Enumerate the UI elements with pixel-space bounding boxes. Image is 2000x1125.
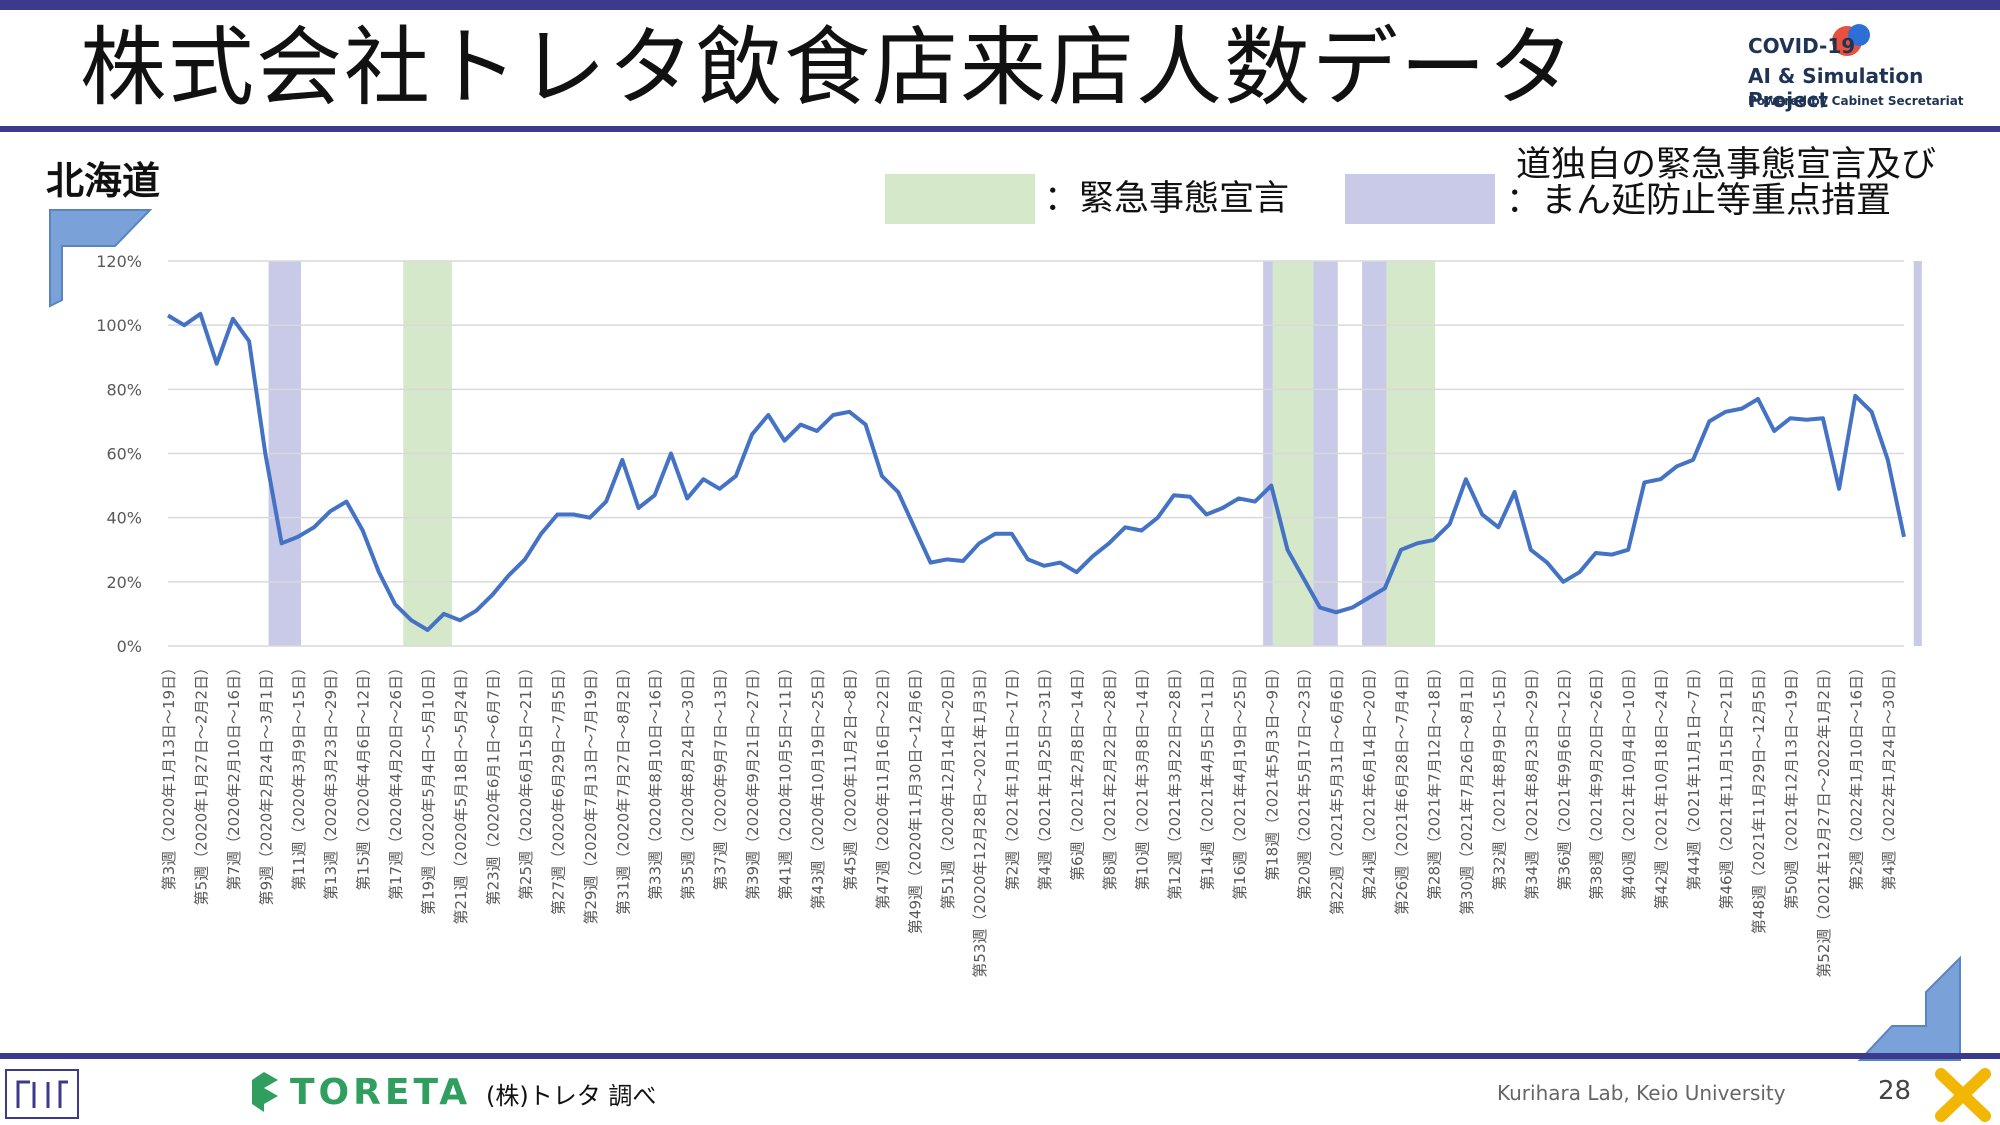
toreta-logo: TORETA	[246, 1068, 467, 1118]
covid-project-logo: COVID-19 AI & Simulation Project Powered…	[1748, 24, 1988, 116]
legend-emergency-swatch	[885, 174, 1035, 224]
x-tick-label: 第16週（2021年4月19日～25日）	[1231, 660, 1249, 900]
x-tick-label: 第46週（2021年11月15日～21日）	[1718, 660, 1736, 910]
x-tick-label: 第50週（2021年12月13日～19日）	[1782, 660, 1800, 910]
x-tick-label: 第27週（2020年6月29日～7月5日）	[549, 660, 567, 915]
x-tick-label: 第5週（2020年1月27日～2月2日）	[192, 660, 210, 905]
x-tick-label: 第47週（2020年11月16日～22日）	[874, 660, 892, 910]
x-tick-label: 第44週（2021年11月1日～7日）	[1685, 660, 1703, 890]
y-tick-label: 120%	[96, 252, 142, 271]
y-axis-labels: 0% 20% 40% 60% 80% 100% 120%	[96, 252, 142, 656]
x-tick-label: 第41週（2020年10月5日～11日）	[777, 660, 795, 900]
x-tick-label: 第25週（2020年6月15日～21日）	[517, 660, 535, 900]
legend-emergency-label: ：緊急事態宣言	[1044, 179, 1290, 219]
x-tick-label: 第2週（2021年1月11日～17日）	[1004, 660, 1022, 890]
legend-priority-line1: 道独自の緊急事態宣言及び	[1516, 145, 1937, 185]
title-divider	[0, 126, 2000, 132]
x-tick-label: 第48週（2021年11月29日～12月5日）	[1750, 660, 1768, 934]
x-tick-label: 第37週（2020年9月7日～13日）	[712, 660, 730, 890]
x-tick-label: 第3週（2020年1月13日～19日）	[160, 660, 178, 890]
x-tick-label: 第53週（2020年12月28日～2021年1月3日）	[971, 660, 989, 978]
x-tick-label: 第39週（2020年9月21日～27日）	[744, 660, 762, 900]
x-tick-label: 第28週（2021年7月12日～18日）	[1425, 660, 1443, 900]
x-tick-label: 第22週（2021年5月31日～6月6日）	[1328, 660, 1346, 915]
legend-priority-swatch	[1345, 174, 1495, 224]
gridlines	[168, 260, 1904, 647]
logo-blue-dot-icon	[1848, 24, 1870, 46]
x-tick-label: 第42週（2021年10月18日～24日）	[1653, 660, 1671, 910]
priority-period-7	[1913, 261, 1922, 646]
footer-divider	[0, 1053, 2000, 1059]
university-seal-icon	[5, 1069, 79, 1119]
source-note: (株)トレタ 調べ	[486, 1082, 657, 1110]
corner-arrow-top-left-icon	[49, 209, 153, 308]
x-tick-label: 第40週（2021年10月4日～10日）	[1620, 660, 1638, 900]
page-title: 株式会社トレタ飲食店来店人数データ	[80, 18, 1576, 118]
y-tick-label: 0%	[117, 637, 142, 656]
x-tick-label: 第4週（2022年1月24日～30日）	[1880, 660, 1898, 890]
x-tick-label: 第14週（2021年4月5日～11日）	[1198, 660, 1216, 890]
page-number: 28	[1878, 1076, 1912, 1106]
x-tick-label: 第11週（2020年3月9日～15日）	[290, 660, 308, 890]
lab-name: Kurihara Lab, Keio University	[1497, 1081, 1786, 1105]
x-tick-label: 第4週（2021年1月25日～31日）	[1036, 660, 1054, 890]
x-tick-label: 第23週（2020年6月1日～6月7日）	[484, 660, 502, 905]
x-tick-label: 第31週（2020年7月27日～8月2日）	[614, 660, 632, 915]
x-tick-label: 第6週（2021年2月8日～14日）	[1069, 660, 1087, 881]
x-tick-label: 第29週（2020年7月13日～7月19日）	[582, 660, 600, 925]
x-tick-label: 第12週（2021年3月22日～28日）	[1166, 660, 1184, 900]
y-tick-label: 100%	[96, 316, 142, 335]
x-tick-label: 第43週（2020年10月19日～25日）	[809, 660, 827, 910]
x-axis-labels: 第3週（2020年1月13日～19日） 第5週（2020年1月27日～2月2日） 第…	[160, 660, 1898, 978]
legend-priority-line2: ：まん延防止等重点措置	[1506, 181, 1892, 221]
y-tick-label: 80%	[106, 380, 142, 399]
region-label: 北海道	[46, 159, 161, 203]
x-tick-label: 第30週（2021年7月26日～8月1日）	[1458, 660, 1476, 915]
x-tick-label: 第19週（2020年5月4日～5月10日）	[420, 660, 438, 915]
top-accent-bar	[0, 0, 2000, 10]
project-logo-line2: AI & Simulation Project	[1748, 64, 1924, 112]
x-tick-label: 第20週（2021年5月17日～23日）	[1296, 660, 1314, 900]
x-tick-label: 第33週（2020年8月10日～16日）	[647, 660, 665, 900]
x-tick-label: 第24週（2021年6月14日～20日）	[1361, 660, 1379, 900]
project-logo-line3: Powered by Cabinet Secretariat	[1748, 94, 1964, 108]
x-tick-label: 第51週（2020年12月14日～20日）	[939, 660, 957, 910]
x-tick-label: 第8週（2021年2月22日～28日）	[1101, 660, 1119, 890]
x-logo-icon	[1935, 1068, 1991, 1122]
y-tick-label: 40%	[106, 509, 142, 528]
x-tick-label: 第13週（2020年3月23日～29日）	[322, 660, 340, 900]
y-tick-label: 60%	[106, 445, 142, 464]
x-tick-label: 第9週（2020年2月24日～3月1日）	[257, 660, 275, 905]
x-tick-label: 第38週（2021年9月20日～26日）	[1588, 660, 1606, 900]
x-tick-label: 第49週（2020年11月30日～12月6日）	[906, 660, 924, 934]
x-tick-label: 第10週（2021年3月8日～14日）	[1133, 660, 1151, 890]
series-line	[166, 311, 1906, 632]
x-tick-label: 第17週（2020年4月20日～26日）	[387, 660, 405, 900]
corner-arrow-bottom-right-icon	[1857, 955, 1961, 1061]
x-tick-label: 第52週（2021年12月27日～2022年1月2日）	[1815, 660, 1833, 978]
x-tick-label: 第15週（2020年4月6日～12日）	[355, 660, 373, 890]
x-tick-label: 第7週（2020年2月10日～16日）	[225, 660, 243, 890]
x-tick-label: 第26週（2021年6月28日～7月4日）	[1393, 660, 1411, 915]
x-tick-label: 第32週（2021年8月9日～15日）	[1490, 660, 1508, 890]
x-tick-label: 第18週（2021年5月3日～9日）	[1263, 660, 1281, 881]
toreta-mark-icon	[252, 1072, 278, 1112]
x-tick-label: 第36週（2021年9月6日～12日）	[1555, 660, 1573, 890]
x-tick-label: 第45週（2020年11月2日～8日）	[841, 660, 859, 890]
x-tick-label: 第2週（2022年1月10日～16日）	[1847, 660, 1865, 890]
project-logo-line1: COVID-19	[1748, 34, 1856, 58]
x-tick-label: 第35週（2020年8月24日～30日）	[679, 660, 697, 900]
y-tick-label: 20%	[106, 573, 142, 592]
toreta-wordmark: TORETA	[290, 1072, 472, 1113]
x-tick-label: 第34週（2021年8月23日～29日）	[1523, 660, 1541, 900]
x-tick-label: 第21週（2020年5月18日～5月24日）	[452, 660, 470, 925]
